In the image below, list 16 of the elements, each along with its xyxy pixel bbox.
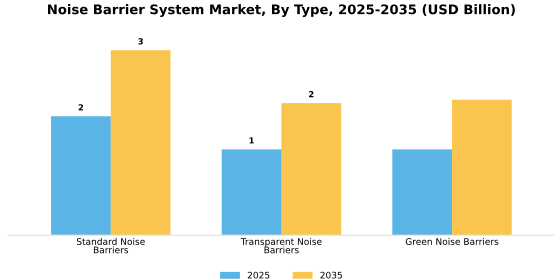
x-tick-label: Standard Noise Barriers [76, 238, 145, 254]
data-label: 1 [250, 137, 254, 144]
data-label: 2 [309, 91, 314, 98]
data-label: 3 [138, 38, 143, 44]
bar [51, 116, 111, 236]
x-tick-label: Green Noise Barriers [406, 238, 498, 245]
chart-title: Noise Barrier System Market, By Type, 2025-2035 (USD Billion) [48, 4, 515, 18]
legend-label: 2035 [320, 272, 342, 279]
bar [222, 149, 282, 236]
legend-label: 2025 [248, 272, 270, 279]
data-label: 2 [78, 104, 84, 110]
bar [452, 100, 512, 236]
bar [281, 103, 342, 236]
x-tick-label: Transparent Noise Barriers [240, 238, 322, 254]
bar [110, 50, 170, 236]
bar [392, 149, 452, 236]
